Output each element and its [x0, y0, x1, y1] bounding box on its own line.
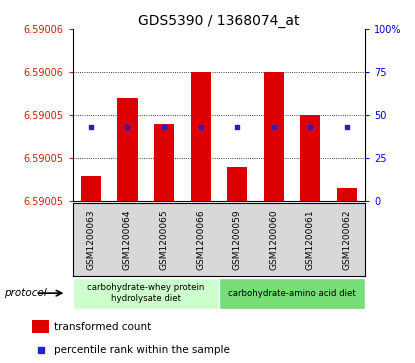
Text: GSM1200063: GSM1200063: [86, 209, 95, 270]
Bar: [264, 72, 284, 201]
Bar: [219, 278, 365, 309]
Bar: [32, 320, 49, 333]
Text: GSM1200066: GSM1200066: [196, 209, 205, 270]
Text: carbohydrate-whey protein
hydrolysate diet: carbohydrate-whey protein hydrolysate di…: [87, 284, 205, 303]
Text: GSM1200059: GSM1200059: [233, 209, 242, 270]
Title: GDS5390 / 1368074_at: GDS5390 / 1368074_at: [138, 14, 300, 28]
Bar: [190, 72, 211, 201]
Text: GSM1200065: GSM1200065: [159, 209, 168, 270]
Text: GSM1200062: GSM1200062: [342, 209, 352, 270]
Text: GSM1200060: GSM1200060: [269, 209, 278, 270]
Bar: [300, 115, 320, 201]
Bar: [154, 124, 174, 201]
Text: transformed count: transformed count: [54, 322, 151, 332]
Text: GSM1200061: GSM1200061: [306, 209, 315, 270]
Bar: [81, 176, 101, 201]
Text: GSM1200064: GSM1200064: [123, 209, 132, 270]
Bar: [337, 188, 357, 201]
Text: percentile rank within the sample: percentile rank within the sample: [54, 345, 230, 355]
Text: protocol: protocol: [4, 288, 47, 298]
Bar: [117, 98, 137, 201]
Text: carbohydrate-amino acid diet: carbohydrate-amino acid diet: [228, 289, 356, 298]
Bar: [73, 278, 219, 309]
Bar: [227, 167, 247, 201]
